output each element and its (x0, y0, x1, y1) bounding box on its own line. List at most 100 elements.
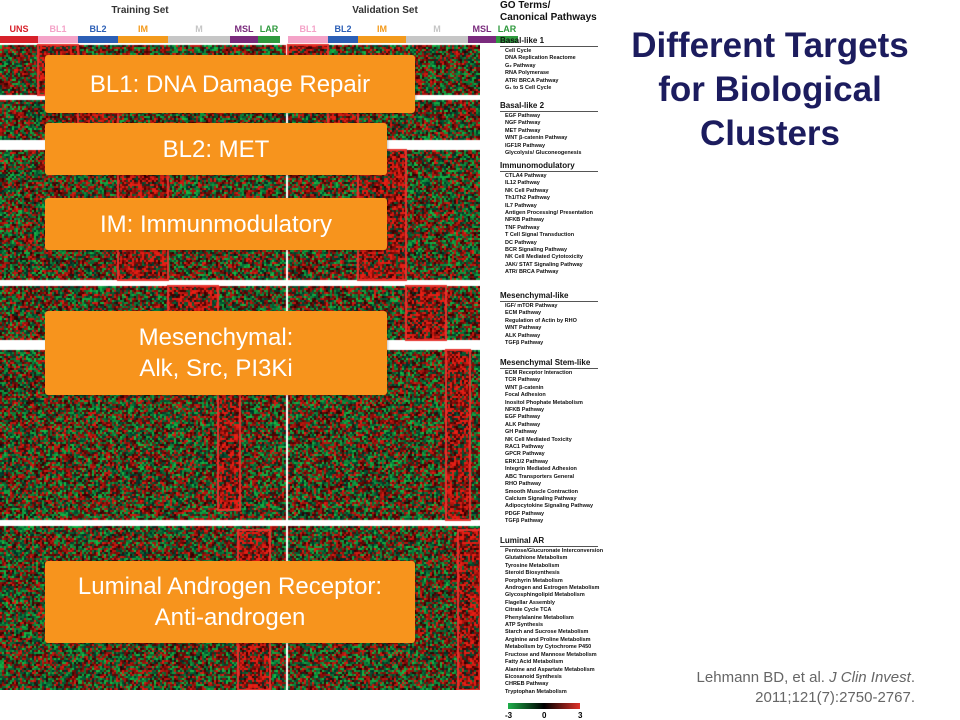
legend-group: Immunomodulatory CTLA4 Pathway IL12 Pathwa… (500, 155, 625, 277)
training-subtype-bar-lar (258, 36, 280, 43)
validation-subtype-bar-m (406, 36, 468, 43)
slide-title-line1: Different Targets (631, 26, 909, 65)
legend-pathway-item: BCR Signaling Pathway (505, 247, 568, 254)
validation-subtype-bar-bl1 (288, 36, 328, 43)
legend-pathway-item: Glycolysis/ Gluconeogenesis (505, 150, 582, 157)
legend-pathway-item: CHREB Pathway (505, 681, 549, 688)
callout-bl1: BL1: DNA Damage Repair (45, 55, 415, 113)
colorbar-max-label: 3 (578, 711, 583, 720)
slide-title-line2: for Biological (658, 70, 882, 109)
callout-lar: Luminal Androgen Receptor: Anti-androgen (45, 561, 415, 643)
colorbar-min-label: -3 (505, 711, 513, 720)
training-set-title: Training Set (111, 5, 169, 16)
legend-group: Luminal AR Pentose/Glucuronate Interconve… (500, 530, 625, 696)
legend-pathway-item: G₂ Pathway (505, 62, 536, 69)
legend-pathway-item: Phenylalanine Metabolism (505, 614, 574, 621)
training-subtype-bar-bl2 (78, 36, 118, 43)
legend-pathway-item: Alanine and Aspartate Metabolism (505, 666, 595, 673)
validation-subtype-bar-im (358, 36, 406, 43)
legend-pathway-item: T Cell Signal Transduction (505, 232, 575, 239)
legend-pathway-item: TGFβ Pathway (505, 518, 544, 525)
legend-pathway-item: Cell Cycle (505, 48, 532, 54)
legend-pathway-item: Tyrosine Metabolism (505, 562, 560, 569)
training-subtype-label-msl: MSL (234, 24, 254, 34)
legend-heading-line1: GO Terms/ (500, 0, 551, 11)
validation-subtype-bar-bl2 (328, 36, 358, 43)
legend-pathway-item: Pentose/Glucuronate Interconversion (505, 548, 604, 554)
callout-bl2-text: BL2: MET (162, 135, 270, 163)
legend-pathway-item: G₁ to S Cell Cycle (505, 85, 552, 92)
legend-group: Basal-like 1 Cell Cycle DNA Replication Re… (500, 30, 625, 92)
legend-pathway-item: NFKB Pathway (505, 217, 545, 224)
legend-heading: GO Terms/ Canonical Pathways (500, 0, 597, 24)
training-subtype-bar-im (118, 36, 168, 43)
legend-pathway-item: WNT Pathway (505, 325, 542, 332)
legend-pathway-item: Arginine and Proline Metabolism (505, 636, 591, 643)
training-subtype-bar-msl (230, 36, 258, 43)
training-subtype-label-im: IM (138, 24, 148, 34)
legend-group-name: Basal-like 2 (500, 101, 598, 112)
legend-pathway-item: Citrate Cycle TCA (505, 607, 552, 614)
callout-lar-line2: Anti-androgen (154, 604, 306, 631)
training-subtype-bar-bl1 (38, 36, 78, 43)
colorbar-gradient (508, 703, 580, 709)
callout-bl1-text: BL1: DNA Damage Repair (89, 70, 371, 98)
legend-group: Mesenchymal-like IGF/ mTOR Pathway ECM Pat… (500, 285, 625, 347)
callout-im-text: IM: Immunmodulatory (99, 210, 333, 238)
validation-subtype-label-lar: LAR (497, 24, 517, 34)
legend-pathway-item: ALK Pathway (505, 332, 541, 339)
legend-pathway-item: TNF Pathway (505, 224, 540, 231)
validation-subtype-label-bl1: BL1 (299, 24, 317, 34)
legend-pathway-item: ERK1/2 Pathway (505, 458, 549, 465)
callout-mesenchymal-line2: Alk, Src, PI3Ki (139, 355, 293, 382)
legend-pathway-item: NGF Pathway (505, 120, 541, 127)
pathway-legend: GO Terms/ Canonical Pathways Basal-like … (498, 0, 633, 695)
legend-pathway-item: Starch and Sucrose Metabolism (505, 629, 589, 636)
training-subtype-label-lar: LAR (259, 24, 279, 34)
legend-pathway-item: Smooth Muscle Contraction (505, 488, 579, 495)
legend-pathway-item: DNA Replication Reactome (505, 55, 576, 62)
colorbar-mid-label: 0 (542, 711, 547, 720)
slide-title: Different Targets for Biological Cluster… (600, 24, 940, 156)
legend-pathway-item: Calcium Signaling Pathway (505, 495, 577, 502)
legend-pathway-item: Fatty Acid Metabolism (505, 659, 564, 666)
citation-author: Lehmann BD, et al. (696, 669, 830, 686)
legend-pathway-item: Fructose and Mannose Metabolism (505, 651, 597, 658)
legend-pathway-item: CTLA4 Pathway (505, 173, 547, 179)
legend-pathway-item: PDGF Pathway (505, 510, 545, 517)
legend-pathway-item: IL7 Pathway (505, 202, 537, 209)
legend-pathway-item: ECM Receptor Interaction (505, 370, 573, 376)
legend-pathway-item: TGFβ Pathway (505, 340, 544, 347)
legend-pathway-item: Steroid Biosynthesis (505, 570, 560, 577)
legend-group-name: Mesenchymal Stem-like (500, 358, 598, 369)
legend-heading-line2: Canonical Pathways (500, 12, 597, 23)
validation-subtype-label-m: M (433, 24, 441, 34)
legend-pathway-item: JAK/ STAT Signaling Pathway (505, 261, 583, 268)
legend-pathway-item: ATR/ BRCA Pathway (505, 269, 559, 276)
legend-pathway-item: WNT β-catenin (505, 384, 544, 391)
legend-group: Mesenchymal Stem-like ECM Receptor Intera… (500, 352, 625, 526)
legend-pathway-item: Porphyrin Metabolism (505, 577, 563, 584)
legend-pathway-item: NK Cell Mediated Cytotoxicity (505, 254, 583, 261)
citation-punct: . (910, 669, 915, 686)
legend-pathway-item: TCR Pathway (505, 377, 541, 384)
legend-group: Basal-like 2 EGF Pathway NGF Pathway MET Pa… (500, 95, 625, 157)
legend-pathway-item: IGF/ mTOR Pathway (505, 303, 558, 309)
legend-pathway-item: Glycosphingolipid Metabolism (505, 592, 585, 599)
training-subtype-bar-m (168, 36, 230, 43)
legend-pathway-item: GH Pathway (505, 429, 538, 436)
legend-pathway-item: WNT β-catenin Pathway (505, 135, 568, 142)
legend-pathway-item: Eicosanoid Synthesis (505, 673, 562, 680)
training-subtype-label-uns: UNS (9, 24, 29, 34)
validation-subtype-label-bl2: BL2 (334, 24, 352, 34)
legend-pathway-item: ATP Synthesis (505, 622, 544, 629)
legend-pathway-item: Metabolism by Cytochrome P450 (505, 644, 592, 651)
legend-pathway-item: GPCR Pathway (505, 451, 545, 458)
colorbar (508, 703, 580, 709)
legend-pathway-item: IL12 Pathway (505, 180, 540, 187)
callout-mesenchymal-line1: Mesenchymal: (138, 324, 294, 351)
callout-im: IM: Immunmodulatory (45, 198, 387, 250)
legend-pathway-item: Th1/Th2 Pathway (505, 195, 550, 202)
legend-pathway-item: Inositol Phophate Metabolism (505, 399, 583, 406)
training-subtype-label-m: M (195, 24, 203, 34)
